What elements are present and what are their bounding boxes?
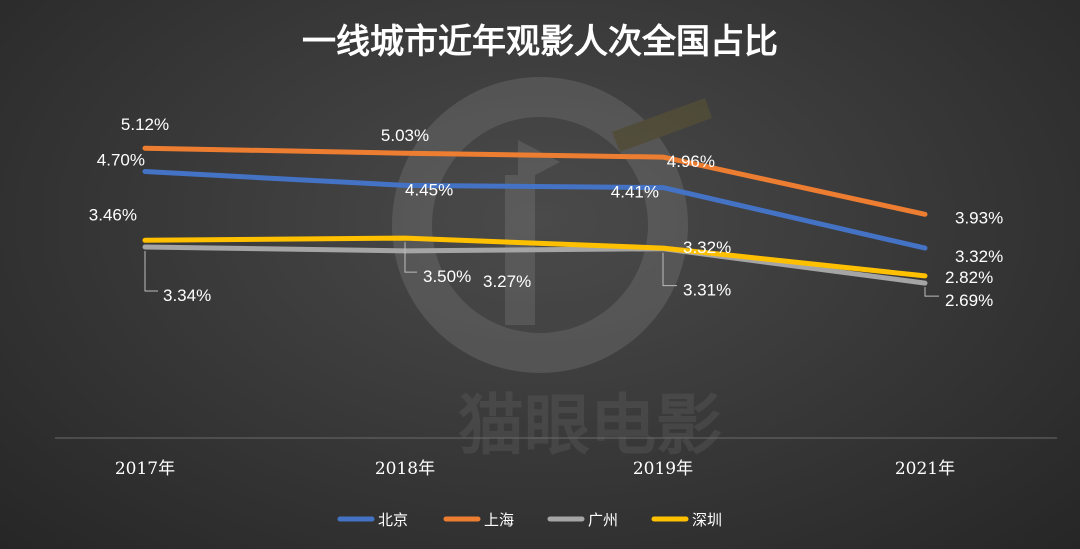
- data-label: 4.45%: [405, 180, 453, 199]
- data-label: 3.27%: [483, 272, 531, 291]
- data-label: 3.32%: [683, 238, 731, 257]
- legend-label: 上海: [484, 511, 514, 529]
- data-label: 4.96%: [667, 152, 715, 171]
- data-label: 3.50%: [423, 267, 471, 286]
- legend: 北京 上海 广州 深圳: [340, 511, 722, 529]
- data-label: 3.31%: [683, 281, 731, 300]
- label-leader-line: [925, 287, 939, 296]
- legend-label: 深圳: [692, 511, 722, 529]
- data-label: 3.34%: [163, 286, 211, 305]
- legend-label: 北京: [378, 511, 408, 529]
- data-label: 3.32%: [955, 247, 1003, 266]
- data-label: 3.46%: [89, 205, 137, 224]
- data-label: 4.70%: [97, 151, 145, 170]
- x-tick-label: 2018年: [375, 459, 435, 479]
- x-tick-label: 2021年: [895, 459, 955, 479]
- watermark-text: 猫眼电影: [458, 387, 722, 464]
- data-label: 2.82%: [945, 268, 993, 287]
- label-leader-line: [145, 251, 158, 291]
- x-tick-label: 2019年: [633, 459, 693, 479]
- legend-label: 广州: [588, 511, 618, 529]
- data-label: 5.03%: [381, 126, 429, 145]
- data-label: 3.93%: [955, 208, 1003, 227]
- data-label: 5.12%: [121, 115, 169, 134]
- chart-title: 一线城市近年观影人次全国占比: [302, 22, 778, 62]
- x-tick-label: 2017年: [115, 459, 175, 479]
- data-label: 2.69%: [945, 291, 993, 310]
- data-label: 4.41%: [611, 183, 659, 202]
